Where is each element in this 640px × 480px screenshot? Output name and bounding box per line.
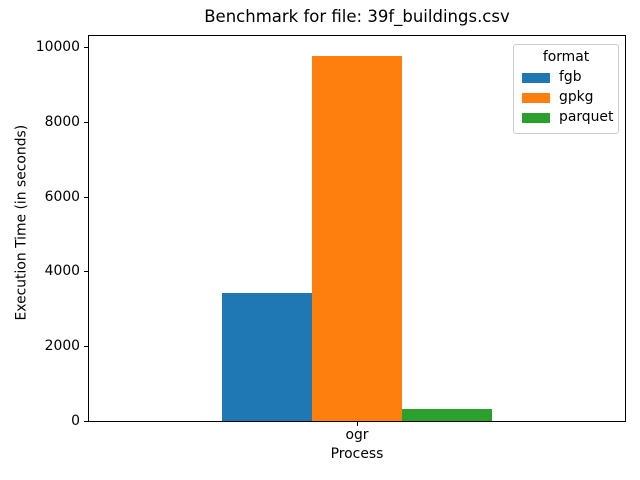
y-tick-label: 4000 — [44, 263, 80, 280]
legend: format fgb gpkg parquet — [513, 44, 619, 134]
legend-label-fgb: fgb — [559, 69, 582, 85]
legend-title: format — [542, 49, 590, 65]
y-tick-label: 8000 — [44, 114, 80, 131]
bars-group — [89, 36, 625, 421]
y-axis-label: Execution Time (in seconds) — [13, 124, 30, 321]
x-tick-label: ogr — [345, 427, 369, 443]
bar-gpkg — [312, 55, 402, 421]
chart-title: Benchmark for file: 39f_buildings.csv — [204, 7, 510, 26]
x-tick-mark — [356, 422, 358, 426]
y-tick-mark — [84, 196, 88, 198]
y-tick-label: 0 — [71, 412, 80, 429]
y-tick-mark — [84, 271, 88, 273]
bar-parquet — [402, 409, 492, 421]
x-axis-label: Process — [330, 446, 384, 462]
y-tick-mark — [84, 345, 88, 347]
y-tick-label: 10000 — [35, 39, 80, 56]
legend-item-fgb: fgb — [514, 68, 618, 88]
legend-item-gpkg: gpkg — [514, 88, 618, 108]
legend-item-parquet: parquet — [514, 108, 618, 128]
y-tick-mark — [84, 47, 88, 49]
y-tick-label: 6000 — [44, 188, 80, 205]
legend-swatch-gpkg — [522, 92, 550, 103]
legend-label-gpkg: gpkg — [559, 89, 594, 105]
y-tick-mark — [84, 420, 88, 422]
bar-fgb — [222, 293, 312, 421]
plot-area: format fgb gpkg parquet — [88, 35, 626, 422]
legend-items: fgb gpkg parquet — [514, 68, 618, 128]
y-tick-label: 2000 — [44, 337, 80, 354]
legend-label-parquet: parquet — [559, 109, 614, 125]
legend-swatch-parquet — [522, 112, 550, 123]
y-tick-mark — [84, 122, 88, 124]
legend-swatch-fgb — [522, 72, 550, 83]
